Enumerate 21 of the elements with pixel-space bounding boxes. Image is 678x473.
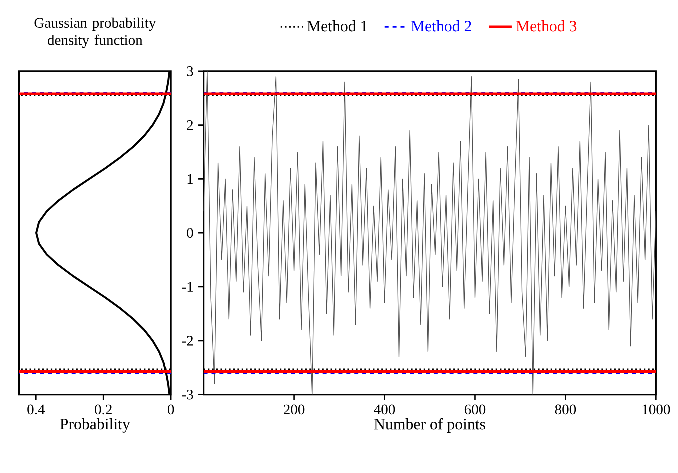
x-tick-label: 400 — [374, 404, 396, 415]
x-axis-title: Probability — [60, 418, 130, 433]
x-tick-label: 1000 — [642, 404, 670, 415]
y-tick-label: -3 — [182, 390, 194, 400]
x-tick-label: 0 — [168, 404, 174, 415]
y-tick-label: -1 — [182, 282, 193, 292]
x-tick-label: 600 — [464, 404, 486, 415]
y-tick-label: 2 — [187, 120, 194, 130]
x-tick-label: 200 — [284, 404, 305, 415]
x-tick-label: 800 — [555, 404, 576, 415]
legend-label: Method 2 — [411, 20, 472, 32]
y-tick-label: -2 — [182, 336, 194, 346]
x-tick-label: 0.4 — [28, 404, 46, 415]
chart-title: Gaussian probability density function — [34, 18, 156, 48]
y-tick-label: 1 — [188, 174, 193, 184]
legend-label: Method 1 — [307, 20, 368, 32]
x-axis-title: Number of points — [374, 418, 486, 433]
y-tick-label: 3 — [187, 66, 194, 76]
legend-label: Method 3 — [516, 20, 577, 32]
x-tick-label: 0.2 — [95, 404, 112, 415]
y-tick-label: 0 — [187, 228, 194, 238]
